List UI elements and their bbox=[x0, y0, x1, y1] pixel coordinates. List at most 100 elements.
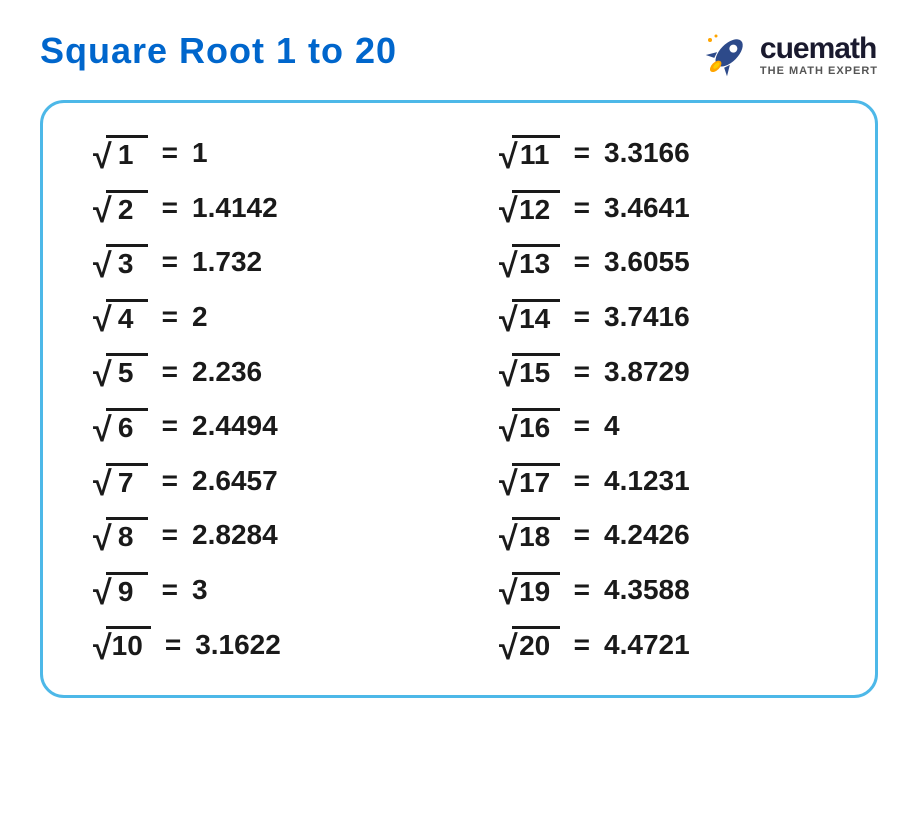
sqrt-value: 2 bbox=[192, 301, 208, 333]
sqrt-value: 2.8284 bbox=[192, 519, 278, 551]
sqrt-expression: √1 bbox=[93, 135, 148, 172]
sqrt-row: √20 = 4.4721 bbox=[499, 626, 825, 663]
sqrt-value: 2.4494 bbox=[192, 410, 278, 442]
equals-sign: = bbox=[574, 629, 590, 661]
radical-icon: √ bbox=[93, 631, 112, 665]
radical-icon: √ bbox=[499, 249, 518, 283]
sqrt-row: √5 = 2.236 bbox=[93, 353, 419, 390]
equals-sign: = bbox=[162, 137, 178, 169]
radical-icon: √ bbox=[499, 413, 518, 447]
sqrt-row: √7 = 2.6457 bbox=[93, 463, 419, 500]
brand-tagline: THE MATH EXPERT bbox=[760, 66, 878, 77]
radical-icon: √ bbox=[499, 522, 518, 556]
equals-sign: = bbox=[574, 465, 590, 497]
header: Square Root 1 to 20 cuemath THE MATH EXP… bbox=[40, 30, 878, 80]
radicand: 20 bbox=[512, 626, 560, 663]
radical-icon: √ bbox=[93, 194, 112, 228]
equals-sign: = bbox=[574, 356, 590, 388]
sqrt-expression: √15 bbox=[499, 353, 560, 390]
sqrt-value: 1.732 bbox=[192, 246, 262, 278]
sqrt-expression: √7 bbox=[93, 463, 148, 500]
brand-logo: cuemath THE MATH EXPERT bbox=[702, 30, 878, 80]
sqrt-expression: √9 bbox=[93, 572, 148, 609]
sqrt-value: 2.6457 bbox=[192, 465, 278, 497]
radical-icon: √ bbox=[499, 140, 518, 174]
equals-sign: = bbox=[162, 246, 178, 278]
sqrt-row: √8 = 2.8284 bbox=[93, 517, 419, 554]
equals-sign: = bbox=[574, 410, 590, 442]
radical-icon: √ bbox=[93, 303, 112, 337]
radicand: 17 bbox=[512, 463, 560, 500]
sqrt-row: √15 = 3.8729 bbox=[499, 353, 825, 390]
equals-sign: = bbox=[162, 574, 178, 606]
radical-icon: √ bbox=[499, 358, 518, 392]
sqrt-row: √19 = 4.3588 bbox=[499, 572, 825, 609]
radical-icon: √ bbox=[499, 194, 518, 228]
sqrt-expression: √16 bbox=[499, 408, 560, 445]
sqrt-value: 4 bbox=[604, 410, 620, 442]
left-column: √1 = 1 √2 = 1.4142 √3 = 1.732 √4 = 2 √5 … bbox=[93, 135, 419, 663]
sqrt-expression: √13 bbox=[499, 244, 560, 281]
sqrt-expression: √12 bbox=[499, 190, 560, 227]
equals-sign: = bbox=[162, 465, 178, 497]
brand-name-part2: math bbox=[809, 32, 877, 65]
radical-icon: √ bbox=[93, 576, 112, 610]
sqrt-value: 4.3588 bbox=[604, 574, 690, 606]
equals-sign: = bbox=[574, 246, 590, 278]
sqrt-row: √16 = 4 bbox=[499, 408, 825, 445]
sqrt-value: 3.3166 bbox=[604, 137, 690, 169]
sqrt-value: 3.7416 bbox=[604, 301, 690, 333]
sqrt-value: 1 bbox=[192, 137, 208, 169]
sqrt-expression: √5 bbox=[93, 353, 148, 390]
radical-icon: √ bbox=[499, 576, 518, 610]
equals-sign: = bbox=[574, 574, 590, 606]
right-column: √11 = 3.3166 √12 = 3.4641 √13 = 3.6055 √… bbox=[499, 135, 825, 663]
page-title: Square Root 1 to 20 bbox=[40, 30, 397, 72]
brand-name-part1: cue bbox=[760, 32, 809, 65]
equals-sign: = bbox=[162, 519, 178, 551]
sqrt-expression: √19 bbox=[499, 572, 560, 609]
equals-sign: = bbox=[574, 137, 590, 169]
radicand: 18 bbox=[512, 517, 560, 554]
sqrt-value: 1.4142 bbox=[192, 192, 278, 224]
sqrt-row: √1 = 1 bbox=[93, 135, 419, 172]
equals-sign: = bbox=[574, 519, 590, 551]
radicand: 16 bbox=[512, 408, 560, 445]
radical-icon: √ bbox=[499, 467, 518, 501]
sqrt-expression: √11 bbox=[499, 135, 560, 172]
radical-icon: √ bbox=[499, 631, 518, 665]
sqrt-value: 3 bbox=[192, 574, 208, 606]
radicand: 13 bbox=[512, 244, 560, 281]
equals-sign: = bbox=[162, 356, 178, 388]
brand-text: cuemath THE MATH EXPERT bbox=[760, 34, 878, 77]
sqrt-expression: √17 bbox=[499, 463, 560, 500]
sqrt-expression: √14 bbox=[499, 299, 560, 336]
radicand: 15 bbox=[512, 353, 560, 390]
radical-icon: √ bbox=[499, 303, 518, 337]
sqrt-row: √17 = 4.1231 bbox=[499, 463, 825, 500]
sqrt-expression: √4 bbox=[93, 299, 148, 336]
sqrt-expression: √20 bbox=[499, 626, 560, 663]
sqrt-value: 3.1622 bbox=[195, 629, 281, 661]
sqrt-expression: √6 bbox=[93, 408, 148, 445]
radical-icon: √ bbox=[93, 140, 112, 174]
sqrt-value: 3.6055 bbox=[604, 246, 690, 278]
equals-sign: = bbox=[162, 410, 178, 442]
radicand: 12 bbox=[512, 190, 560, 227]
equals-sign: = bbox=[574, 301, 590, 333]
sqrt-row: √4 = 2 bbox=[93, 299, 419, 336]
radical-icon: √ bbox=[93, 522, 112, 556]
radical-icon: √ bbox=[93, 249, 112, 283]
rocket-icon bbox=[702, 30, 752, 80]
brand-name: cuemath bbox=[760, 34, 878, 64]
sqrt-row: √18 = 4.2426 bbox=[499, 517, 825, 554]
radicand: 19 bbox=[512, 572, 560, 609]
sqrt-value: 4.2426 bbox=[604, 519, 690, 551]
radicand: 10 bbox=[106, 626, 151, 663]
sqrt-row: √14 = 3.7416 bbox=[499, 299, 825, 336]
radical-icon: √ bbox=[93, 358, 112, 392]
sqrt-value: 3.4641 bbox=[604, 192, 690, 224]
sqrt-value: 4.1231 bbox=[604, 465, 690, 497]
radicand: 11 bbox=[512, 135, 560, 172]
sqrt-row: √3 = 1.732 bbox=[93, 244, 419, 281]
